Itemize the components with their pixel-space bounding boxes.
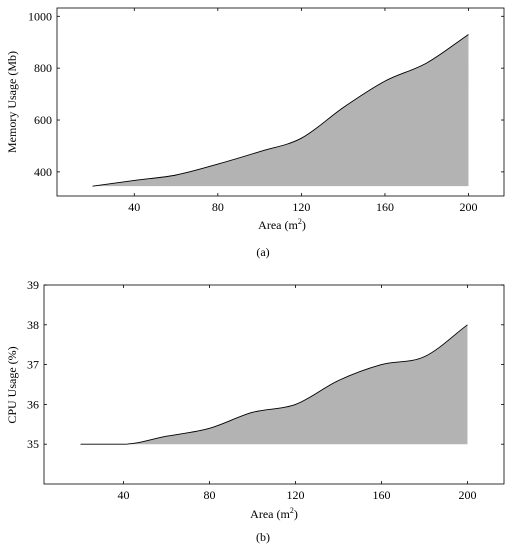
cpu-y-tick-label: 38 [27,318,39,332]
memory-x-axis-label: Area (m2) [258,217,306,232]
cpu-y-tick-label: 39 [27,278,39,292]
memory-series-line [92,34,469,187]
memory-y-axis-label: Memory Usage (Mb) [5,51,19,153]
cpu-y-tick-label: 37 [27,358,39,372]
cpu-plot-area [80,324,468,445]
memory-area-fill [92,34,469,187]
memory-usage-chart: 40 80 120 160 200 400 600 800 1000 Memory Usage … [5,7,505,259]
memory-x-tick-label: 200 [459,200,477,214]
memory-x-tick-label: 160 [376,200,394,214]
cpu-x-axis-label: Area (m2) [250,506,298,521]
cpu-y-axis-label: CPU Usage (%) [5,346,19,423]
cpu-area-fill [80,324,468,445]
memory-x-tick-label: 80 [212,200,224,214]
memory-ticks: 40 80 120 160 200 400 600 800 1000 [28,8,504,214]
cpu-usage-chart: 40 80 120 160 200 35 36 37 38 39 CPU Usage (%) Ar… [5,278,505,544]
memory-x-tick-label: 40 [128,200,140,214]
cpu-x-tick-label: 80 [204,488,216,502]
cpu-x-tick-label: 120 [286,488,304,502]
memory-y-tick-label: 600 [34,113,52,127]
cpu-plot-frame [43,284,505,485]
memory-y-tick-label: 1000 [28,9,52,23]
cpu-y-tick-label: 36 [27,397,39,411]
cpu-ticks: 40 80 120 160 200 35 36 37 38 39 [27,278,504,502]
memory-y-tick-label: 800 [34,61,52,75]
cpu-x-tick-label: 40 [118,488,130,502]
memory-plot-frame [56,7,505,197]
cpu-caption: (b) [256,530,270,544]
memory-caption: (a) [256,245,269,259]
memory-y-tick-label: 400 [34,165,52,179]
cpu-x-tick-label: 160 [372,488,390,502]
cpu-y-tick-label: 35 [27,437,39,451]
cpu-x-tick-label: 200 [458,488,476,502]
cpu-series-line [80,324,468,445]
memory-x-tick-label: 120 [292,200,310,214]
memory-plot-area [92,34,469,187]
